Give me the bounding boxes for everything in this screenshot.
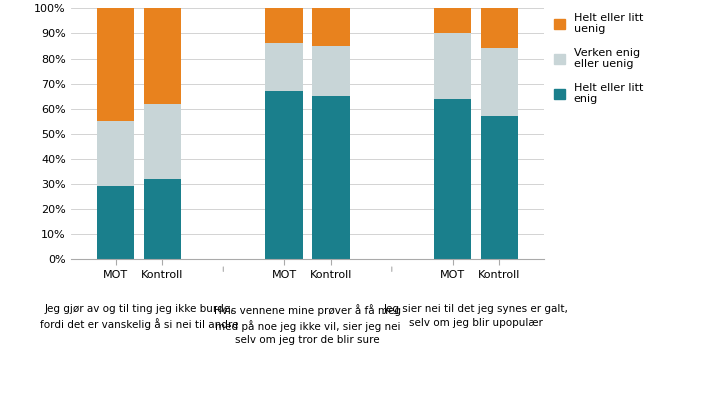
Text: Jeg sier nei til det jeg synes er galt,
selv om jeg blir upopulær: Jeg sier nei til det jeg synes er galt, … xyxy=(384,304,568,328)
Bar xyxy=(97,121,134,186)
Bar xyxy=(481,48,518,116)
Bar xyxy=(144,179,181,259)
Bar xyxy=(434,8,472,33)
Bar xyxy=(144,104,181,179)
Text: Hvis vennene mine prøver å få meg
med på noe jeg ikke vil, sier jeg nei
selv om : Hvis vennene mine prøver å få meg med på… xyxy=(214,304,401,345)
Text: Jeg gjør av og til ting jeg ikke burde,
fordi det er vanskelig å si nei til andr: Jeg gjør av og til ting jeg ikke burde, … xyxy=(40,304,238,330)
Bar xyxy=(265,43,303,91)
Bar xyxy=(312,8,350,46)
Legend: Helt eller litt
uenig, Verken enig
eller uenig, Helt eller litt
enig: Helt eller litt uenig, Verken enig eller… xyxy=(549,8,648,109)
Bar xyxy=(144,8,181,104)
Bar xyxy=(312,96,350,259)
Bar xyxy=(434,33,472,99)
Bar xyxy=(97,186,134,259)
Bar xyxy=(312,46,350,96)
Bar xyxy=(97,8,134,121)
Bar xyxy=(434,99,472,259)
Bar xyxy=(265,8,303,43)
Bar xyxy=(481,116,518,259)
Bar xyxy=(481,8,518,48)
Bar xyxy=(265,91,303,259)
